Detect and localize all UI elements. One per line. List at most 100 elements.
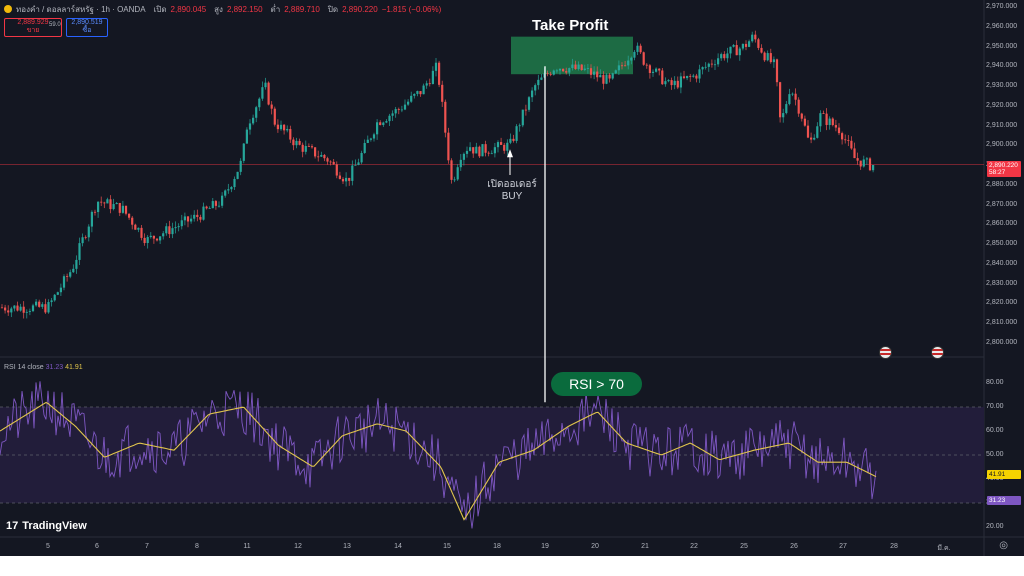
- candle-body: [239, 160, 242, 172]
- candle-body: [180, 220, 183, 227]
- candle-body: [506, 142, 509, 151]
- candle-body: [248, 123, 252, 130]
- candle-body: [155, 238, 159, 241]
- candle-body: [419, 91, 422, 95]
- candle-body: [134, 224, 137, 230]
- candle-body: [298, 140, 301, 145]
- candle-body: [62, 276, 66, 288]
- candle-body: [177, 226, 180, 228]
- candle-body: [487, 152, 490, 154]
- candle-body: [686, 75, 689, 79]
- candle-body: [633, 51, 636, 58]
- candle-body: [236, 171, 239, 179]
- candle-body: [555, 70, 558, 72]
- candle-body: [438, 62, 441, 85]
- candle-body: [376, 122, 379, 135]
- candle-body: [31, 305, 35, 312]
- price-tick-label: 2,910.000: [986, 121, 1018, 129]
- spread-value: 59.0: [49, 22, 61, 28]
- time-tick-label: 26: [790, 543, 798, 550]
- candle-body: [602, 75, 605, 84]
- candle-body: [112, 204, 115, 210]
- candle-body: [335, 164, 338, 176]
- buy-button[interactable]: 2,890.519 ซื้อ: [66, 18, 108, 37]
- candle-body: [856, 158, 859, 161]
- candle-body: [304, 146, 307, 152]
- candle-body: [397, 109, 400, 110]
- candle-body: [664, 81, 667, 85]
- candle-body: [469, 147, 472, 151]
- tradingview-logo: 17 TradingView: [6, 520, 87, 532]
- candle-body: [475, 146, 478, 154]
- candle-body: [366, 139, 369, 143]
- candle-body: [732, 45, 735, 47]
- candle-body: [782, 113, 785, 118]
- candle-body: [859, 160, 862, 167]
- candle-body: [16, 305, 19, 311]
- symbol-name[interactable]: ทองคำ / ดอลลาร์สหรัฐ · 1h · OANDA: [16, 4, 146, 14]
- chart-area[interactable]: ทองคำ / ดอลลาร์สหรัฐ · 1h · OANDA เปิด 2,…: [0, 0, 1024, 556]
- candle-body: [496, 142, 500, 148]
- us-flag-event-icon[interactable]: [879, 346, 892, 359]
- candle-body: [841, 133, 844, 140]
- rsi-legend[interactable]: RSI 14 close 31.23 41.91: [4, 364, 83, 371]
- candle-body: [338, 175, 341, 179]
- candle-body: [137, 227, 140, 230]
- candle-body: [617, 65, 620, 71]
- rsi-ma-line: [0, 401, 877, 521]
- candle-body: [128, 213, 131, 218]
- price-tick-label: 2,810.000: [986, 319, 1018, 327]
- candle-body: [348, 177, 351, 181]
- candle-body: [748, 41, 751, 47]
- candle-body: [679, 76, 682, 88]
- chart-canvas[interactable]: [0, 0, 1024, 556]
- candle-body: [413, 93, 416, 96]
- candle-body: [698, 69, 701, 79]
- candle-body: [627, 60, 630, 66]
- candle-body: [723, 54, 726, 59]
- candle-body: [837, 127, 841, 134]
- candle-body: [450, 160, 453, 180]
- candle-body: [847, 140, 850, 141]
- candle-body: [314, 147, 317, 157]
- candle-body: [261, 87, 264, 99]
- candle-body: [459, 159, 462, 168]
- candle-body: [41, 304, 44, 307]
- price-tick-label: 2,830.000: [986, 279, 1018, 287]
- candle-body: [788, 94, 791, 105]
- candle-body: [4, 307, 7, 311]
- candle-body: [75, 259, 78, 269]
- candle-body: [326, 158, 329, 162]
- candle-body: [785, 104, 788, 114]
- sell-button[interactable]: 2,889.929 ขาย: [4, 18, 62, 37]
- candle-body: [744, 43, 748, 47]
- candle-body: [465, 150, 469, 154]
- candle-body: [642, 52, 645, 65]
- rsi-legend-value: 31.23: [45, 364, 64, 371]
- candle-body: [500, 142, 503, 145]
- candle-body: [444, 101, 447, 133]
- candle-body: [682, 76, 686, 79]
- candle-body: [270, 104, 273, 109]
- candle-body: [524, 109, 527, 111]
- price-tick-label: 2,800.000: [986, 339, 1018, 346]
- candle-body: [360, 152, 363, 163]
- candle-body: [310, 146, 314, 148]
- candle-body: [81, 237, 84, 244]
- candle-body: [317, 156, 320, 158]
- candle-body: [103, 202, 106, 204]
- candle-body: [797, 99, 800, 114]
- candle-body: [165, 226, 168, 234]
- candle-body: [775, 59, 779, 83]
- candle-body: [53, 294, 56, 301]
- candle-body: [171, 228, 174, 235]
- candle-body: [537, 79, 540, 86]
- time-tick-label: 12: [294, 543, 302, 550]
- us-flag-event-icon[interactable]: [931, 346, 944, 359]
- buy-price: 2,890.519: [71, 19, 103, 26]
- rsi-tick-label: 20.00: [986, 523, 1004, 530]
- chart-settings-icon[interactable]: ◎: [999, 540, 1008, 551]
- rsi-title: RSI 14 close: [4, 364, 44, 371]
- candle-body: [806, 125, 810, 138]
- candle-body: [695, 75, 698, 79]
